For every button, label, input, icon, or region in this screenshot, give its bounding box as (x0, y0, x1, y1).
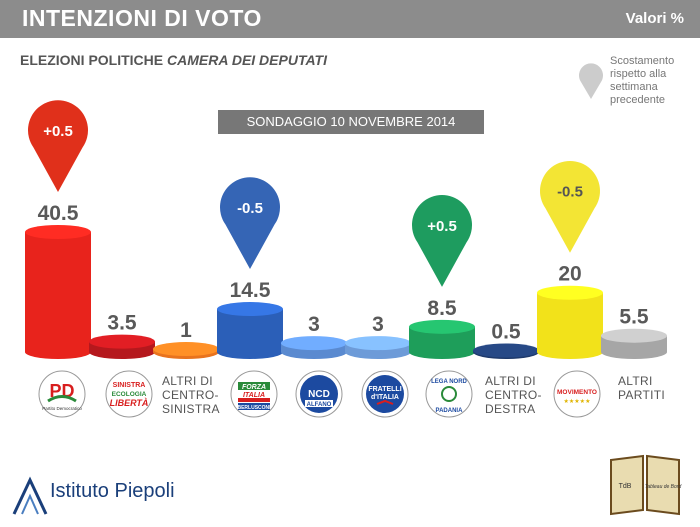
bar-top-4 (281, 336, 347, 351)
lega-nord-logo: LEGA NORD PADANIA (425, 370, 473, 418)
pd-logo: PD Partito Democratico (38, 370, 86, 418)
svg-text:d'ITALIA: d'ITALIA (371, 394, 399, 401)
svg-text:TdB: TdB (619, 483, 632, 490)
survey-date-label: SONDAGGIO 10 NOVEMBRE 2014 (218, 110, 484, 134)
bar-top-1 (89, 334, 155, 349)
header-bar: INTENZIONI DI VOTO Valori % (0, 0, 700, 38)
change-label-3: -0.5 (557, 184, 583, 201)
altri-cd-line1: ALTRI DI (485, 374, 536, 388)
bar-top-3 (217, 302, 283, 317)
altri-ap-line2: PARTITI (618, 388, 665, 402)
sel-logo: SINISTRA ECOLOGIA LIBERTÀ (105, 370, 153, 418)
value-label-0: 40.5 (38, 202, 79, 225)
svg-text:ITALIA: ITALIA (243, 392, 265, 399)
legend-text: Scostamento rispetto alla settimana prec… (610, 55, 675, 106)
change-label-1: -0.5 (237, 200, 263, 217)
altri-ap-line1: ALTRI (618, 374, 653, 388)
svg-text:FORZA: FORZA (242, 384, 266, 391)
value-label-7: 0.5 (491, 321, 521, 344)
fratelli-italia-logo: FRATELLI d'ITALIA (361, 370, 409, 418)
bar-top-0 (25, 225, 91, 239)
altri-partiti-label: ALTRI PARTITI (618, 374, 665, 402)
altri-cs-line3: SINISTRA (162, 402, 220, 416)
altri-cs-line1: ALTRI DI (162, 374, 213, 388)
bar-chart: 40.5 3.5 1 14.5 3 3 8.5 0.5 20 5.5 +0.5 -0.5 +0.5 -0.… (25, 100, 667, 359)
value-label-6: 8.5 (427, 297, 457, 320)
subtitle-italic: CAMERA DEI DEPUTATI (167, 52, 327, 68)
altri-cd-line3: DESTRA (485, 402, 536, 416)
svg-text:LEGA NORD: LEGA NORD (431, 379, 467, 385)
change-label-2: +0.5 (427, 218, 457, 235)
svg-text:NCD: NCD (308, 389, 330, 400)
altri-cs-label: ALTRI DI CENTRO- SINISTRA (162, 374, 220, 416)
altri-cd-label: ALTRI DI CENTRO- DESTRA (485, 374, 542, 416)
change-pin-1 (220, 177, 281, 270)
bar-top-7 (473, 343, 539, 358)
brand-name: Istituto Piepoli (50, 480, 175, 502)
bar-6 (409, 326, 475, 359)
value-label-2: 1 (180, 319, 192, 342)
svg-text:LIBERTÀ: LIBERTÀ (110, 398, 149, 408)
svg-text:BERLUSCONI: BERLUSCONI (237, 405, 271, 411)
change-pin-0 (28, 100, 89, 192)
bar-top-5 (345, 336, 411, 351)
value-label-1: 3.5 (107, 312, 137, 335)
svg-text:SINISTRA: SINISTRA (113, 382, 146, 389)
change-label-0: +0.5 (43, 123, 73, 140)
change-pin-3 (539, 160, 600, 253)
bar-3 (217, 309, 283, 359)
value-label-8: 20 (558, 263, 581, 286)
svg-text:★★★★★: ★★★★★ (564, 398, 591, 405)
bar-8 (537, 292, 603, 359)
bar-0 (25, 232, 91, 359)
svg-text:ALFANO: ALFANO (307, 402, 332, 408)
svg-text:Tableau de Bord: Tableau de Bord (645, 484, 682, 490)
bar-top-8 (537, 285, 603, 300)
legend-pin-icon (579, 63, 603, 99)
piepoli-logo-icon (12, 476, 48, 515)
altri-cd-line2: CENTRO- (485, 388, 542, 402)
change-pin-2 (412, 195, 472, 287)
svg-text:ECOLOGIA: ECOLOGIA (112, 391, 147, 398)
value-label-9: 5.5 (619, 306, 649, 329)
tableau-de-bord-book-icon: TdB Tableau de Bord (610, 454, 682, 516)
units-label: Valori % (625, 10, 684, 27)
svg-text:MOVIMENTO: MOVIMENTO (557, 389, 597, 396)
page-title: INTENZIONI DI VOTO (22, 5, 262, 31)
subtitle-normal: ELEZIONI POLITICHE (20, 52, 168, 68)
bar-top-6 (409, 319, 475, 334)
value-label-5: 3 (372, 313, 384, 336)
m5s-logo: MOVIMENTO ★★★★★ (553, 370, 601, 418)
chart-subtitle: ELEZIONI POLITICHE CAMERA DEI DEPUTATI (20, 52, 327, 68)
bar-top-9 (601, 328, 667, 343)
altri-cs-line2: CENTRO- (162, 388, 219, 402)
forza-italia-logo: FORZA ITALIA BERLUSCONI (230, 370, 278, 418)
value-label-4: 3 (308, 313, 320, 336)
bar-top-2 (153, 342, 219, 357)
value-label-3: 14.5 (230, 279, 271, 302)
svg-text:Partito Democratico: Partito Democratico (42, 406, 82, 411)
svg-text:FRATELLI: FRATELLI (368, 386, 401, 393)
svg-text:PADANIA: PADANIA (436, 408, 464, 414)
ncd-logo: NCD ALFANO (295, 370, 343, 418)
